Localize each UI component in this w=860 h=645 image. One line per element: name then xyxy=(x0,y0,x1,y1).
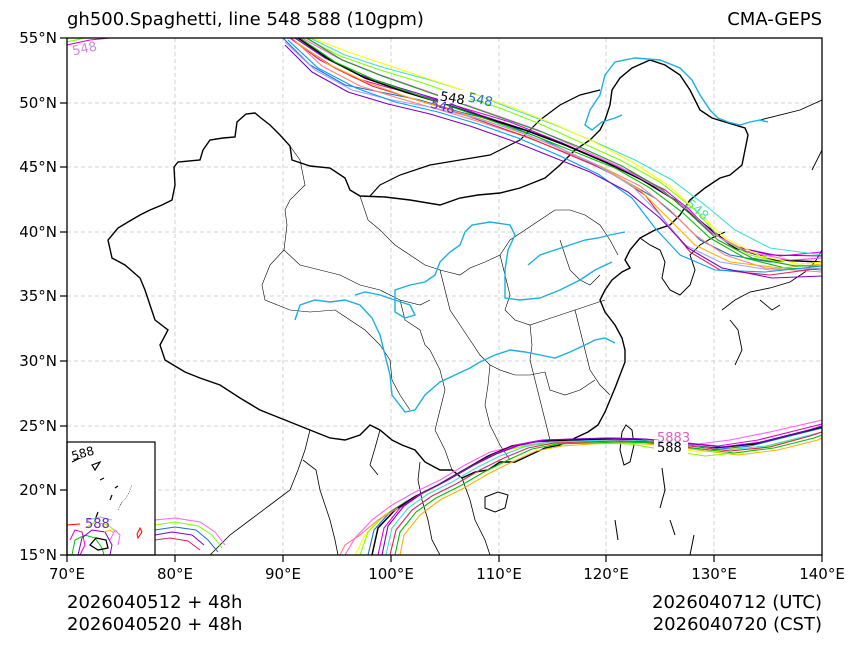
philippines-coast xyxy=(614,467,695,555)
svg-text:588: 588 xyxy=(85,517,110,532)
lon-label-70: 70°E xyxy=(48,565,86,583)
japan-coast xyxy=(721,99,822,366)
axis-ticks xyxy=(60,37,823,562)
init-time-block: 2026040512 + 48h 2026040520 + 48h xyxy=(67,592,242,636)
valid-time-cst: 2026040720 (CST) xyxy=(652,614,822,635)
lon-label-120: 120°E xyxy=(583,565,629,583)
southeast-asia-coast xyxy=(209,429,491,555)
valid-time-block: 2026040712 (UTC) 2026040720 (CST) xyxy=(652,592,822,636)
lat-label-30: 30°N xyxy=(19,352,57,370)
contour-548-band xyxy=(67,38,822,279)
svg-text:548: 548 xyxy=(429,97,457,118)
model-name: CMA-GEPS xyxy=(727,9,822,30)
province-borders xyxy=(261,145,619,471)
rivers xyxy=(294,57,769,413)
lon-label-90: 90°E xyxy=(264,565,302,583)
south-china-sea-inset: 588 588 xyxy=(66,441,156,556)
lon-label-80: 80°E xyxy=(156,565,194,583)
taiwan-coast xyxy=(619,424,635,466)
lat-label-35: 35°N xyxy=(19,287,57,305)
lat-label-25: 25°N xyxy=(19,417,57,435)
lat-label-20: 20°N xyxy=(19,481,57,499)
hainan-coast xyxy=(484,491,509,513)
korea-coast xyxy=(639,231,726,296)
contour-labels: 548 548 548 548 548 588 5883 xyxy=(71,39,711,456)
svg-text:588: 588 xyxy=(657,441,682,456)
lon-label-100: 100°E xyxy=(368,565,414,583)
init-time-cst: 2026040520 + 48h xyxy=(67,614,243,635)
mongolia-russia-border xyxy=(369,89,601,197)
svg-text:548: 548 xyxy=(71,39,98,59)
china-border xyxy=(107,59,749,479)
lat-label-55: 55°N xyxy=(19,29,57,47)
chart-title: gh500.Spaghetti, line 548 588 (10gpm) xyxy=(67,9,424,30)
lat-label-45: 45°N xyxy=(19,158,57,176)
svg-text:548: 548 xyxy=(467,91,494,111)
lat-label-50: 50°N xyxy=(19,94,57,112)
valid-time-utc: 2026040712 (UTC) xyxy=(652,592,822,613)
svg-text:548: 548 xyxy=(439,89,466,108)
lon-label-110: 110°E xyxy=(476,565,522,583)
contour-588-band xyxy=(339,419,822,555)
init-time-utc: 2026040512 + 48h xyxy=(67,592,243,613)
svg-text:588: 588 xyxy=(70,444,96,463)
lon-label-130: 130°E xyxy=(691,565,737,583)
lat-label-15: 15°N xyxy=(19,546,57,564)
lat-label-40: 40°N xyxy=(19,223,57,241)
svg-text:5883: 5883 xyxy=(657,431,690,446)
contour-588-southwest xyxy=(154,517,226,553)
lon-label-140: 140°E xyxy=(799,565,845,583)
